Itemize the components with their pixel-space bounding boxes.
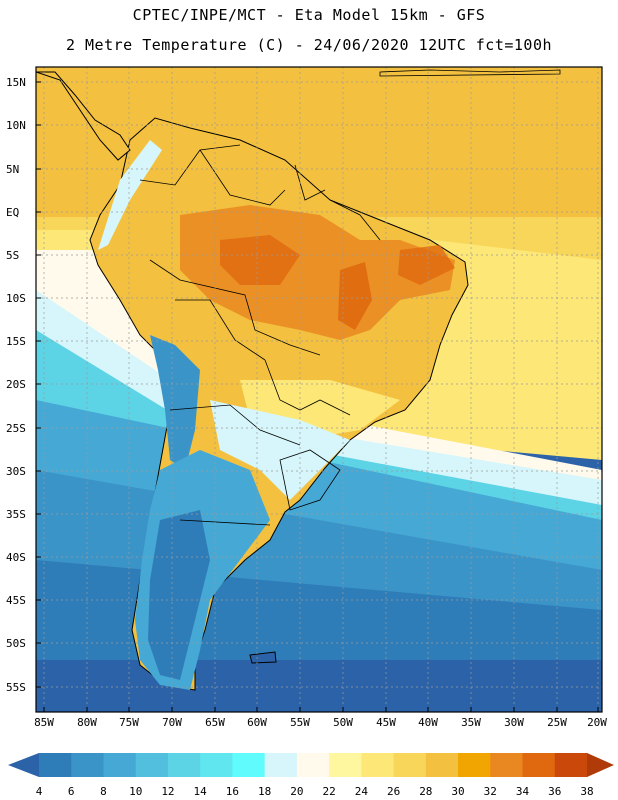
colorbar-tick-label: 12 <box>161 785 175 798</box>
lon-label: 35W <box>461 716 481 729</box>
colorbar-swatch <box>393 753 427 777</box>
lat-label: 50S <box>6 637 26 650</box>
lon-label: 40W <box>418 716 438 729</box>
colorbar-low-arrow <box>8 753 39 777</box>
lat-label: 25S <box>6 422 26 435</box>
colorbar-tick-label: 22 <box>322 785 336 798</box>
lat-label: 55S <box>6 681 26 694</box>
colorbar-tick-label: 4 <box>35 785 43 798</box>
lat-label: 45S <box>6 594 26 607</box>
colorbar-tick-label: 16 <box>225 785 240 798</box>
colorbar-swatch <box>329 753 362 777</box>
lon-label: 65W <box>205 716 225 729</box>
lon-label: 60W <box>247 716 267 729</box>
lon-label: 55W <box>290 716 310 729</box>
colorbar-tick-label: 32 <box>483 785 497 798</box>
lat-label: 5N <box>6 163 20 176</box>
colorbar-swatch <box>167 753 201 777</box>
lon-label: 30W <box>504 716 524 729</box>
lat-label: 10S <box>6 292 26 305</box>
lat-label: 40S <box>6 551 26 564</box>
lat-label: EQ <box>6 206 20 219</box>
lon-label: 70W <box>162 716 182 729</box>
grid <box>36 67 602 712</box>
colorbar-swatch <box>361 753 395 777</box>
colorbar-tick-label: 34 <box>515 785 530 798</box>
colorbar-swatch <box>135 753 169 777</box>
colorbar-swatch <box>200 753 233 777</box>
colorbar-tick-label: 36 <box>548 785 562 798</box>
lat-label: 10N <box>6 119 26 132</box>
colorbar-tick-label: 20 <box>290 785 304 798</box>
colorbar-tick-label: 26 <box>386 785 401 798</box>
colorbar-tick-label: 30 <box>451 785 465 798</box>
colorbar-swatch <box>71 753 104 777</box>
colorbar-tick-label: 14 <box>193 785 207 798</box>
lat-label: 20S <box>6 378 26 391</box>
colorbar-tick-label: 24 <box>354 785 368 798</box>
colorbar-tick-label: 38 <box>580 785 594 798</box>
lon-label: 45W <box>376 716 396 729</box>
lat-label: 15S <box>6 335 26 348</box>
colorbar-swatch <box>103 753 137 777</box>
colorbar-swatch <box>39 753 72 777</box>
lon-label: 85W <box>34 716 54 729</box>
colorbar-tick-label: 18 <box>258 785 272 798</box>
map-subtitle: 2 Metre Temperature (C) - 24/06/2020 12U… <box>65 36 553 54</box>
temperature-field <box>36 67 602 712</box>
lat-label: 15N <box>6 76 26 89</box>
colorbar-swatch <box>264 753 298 777</box>
colorbar-high-arrow <box>587 753 614 777</box>
colorbar-swatch <box>232 753 266 777</box>
colorbar-tick-label: 10 <box>129 785 143 798</box>
map-frame <box>35 66 603 713</box>
colorbar-swatch <box>458 753 491 777</box>
lon-label: 80W <box>77 716 97 729</box>
lon-label: 50W <box>333 716 353 729</box>
lat-label: 30S <box>6 465 26 478</box>
lon-label: 75W <box>119 716 139 729</box>
colorbar-swatch <box>296 753 330 777</box>
colorbar-tick-label: 8 <box>100 785 107 798</box>
lat-label: 35S <box>6 508 26 521</box>
colorbar-swatch <box>554 753 588 777</box>
map-title: CPTEC/INPE/MCT - Eta Model 15km - GFS <box>132 6 486 24</box>
colorbar <box>8 753 614 777</box>
lat-label: 5S <box>6 249 20 262</box>
colorbar-swatch <box>522 753 556 777</box>
lon-label: 20W <box>587 716 607 729</box>
lon-label: 25W <box>547 716 567 729</box>
colorbar-tick-label: 28 <box>419 785 433 798</box>
colorbar-swatch <box>425 753 459 777</box>
colorbar-tick-label: 6 <box>67 785 75 798</box>
colorbar-swatch <box>490 753 524 777</box>
